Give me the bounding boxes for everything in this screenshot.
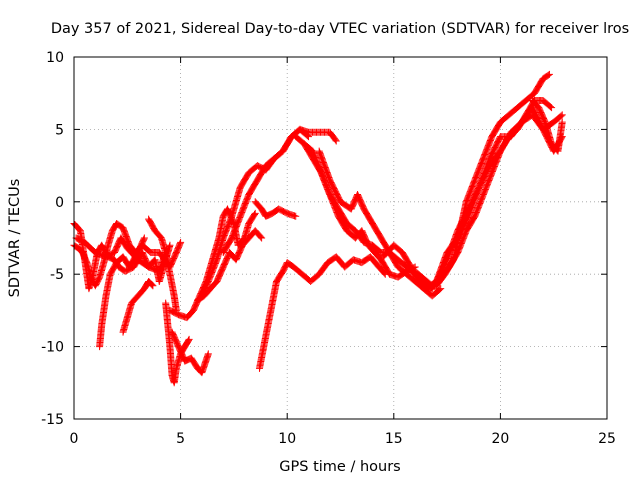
data-point [166,241,174,249]
y-tick-label: 0 [55,195,64,211]
axis-ticks: 0 5 10 15 20 25 -15 -10 -5 0 5 10 [41,50,616,447]
series-arc-5 [119,277,157,336]
y-tick-label: -5 [50,267,64,283]
data-point [558,118,566,126]
x-tick-label: 10 [278,431,296,447]
data-point [177,238,185,246]
data-point [148,281,156,289]
y-axis-label: SDTVAR / TECUs [7,179,23,298]
data-point [147,280,155,288]
data-point [332,137,340,145]
data-point [204,350,212,358]
data-point [251,211,259,219]
data-point [140,235,148,243]
data-point [176,240,184,248]
data-point [557,112,565,120]
data-point [185,336,193,344]
x-axis-label: GPS time / hours [279,459,400,475]
y-tick-label: -15 [41,412,64,428]
data-point [251,209,259,217]
series-arc-14 [255,253,389,372]
series-arc-21 [432,111,566,285]
data-point [185,335,193,343]
series-arc-8 [168,328,212,377]
y-tick-label: 5 [55,122,64,138]
data-point [140,234,148,242]
y-tick-label: 10 [46,50,64,66]
series-arc-11 [198,125,313,300]
y-tick-label: -10 [41,340,64,356]
data-point [544,71,552,79]
data-series [70,70,566,387]
data-point [149,282,157,290]
series-arc-4 [96,234,148,351]
data-point [547,103,555,111]
data-point [258,234,266,242]
data-point [548,104,556,112]
chart-title: Day 357 of 2021, Sidereal Day-to-day VTE… [51,21,629,37]
x-tick-label: 20 [491,431,509,447]
data-point [545,70,553,78]
data-point [331,136,339,144]
data-point [436,286,444,294]
x-tick-label: 15 [385,431,403,447]
series-arc-17 [315,147,445,300]
data-point [558,111,566,119]
series-arc-22 [528,96,566,155]
series-arc-13 [251,198,300,220]
x-tick-label: 25 [598,431,616,447]
plot-frame [73,56,608,420]
x-tick-label: 5 [176,431,185,447]
series-arc-12 [219,125,340,256]
data-point [292,212,300,220]
data-point [257,233,265,241]
data-point [437,285,445,293]
series-arc-10 [194,227,266,304]
x-tick-label: 0 [70,431,79,447]
